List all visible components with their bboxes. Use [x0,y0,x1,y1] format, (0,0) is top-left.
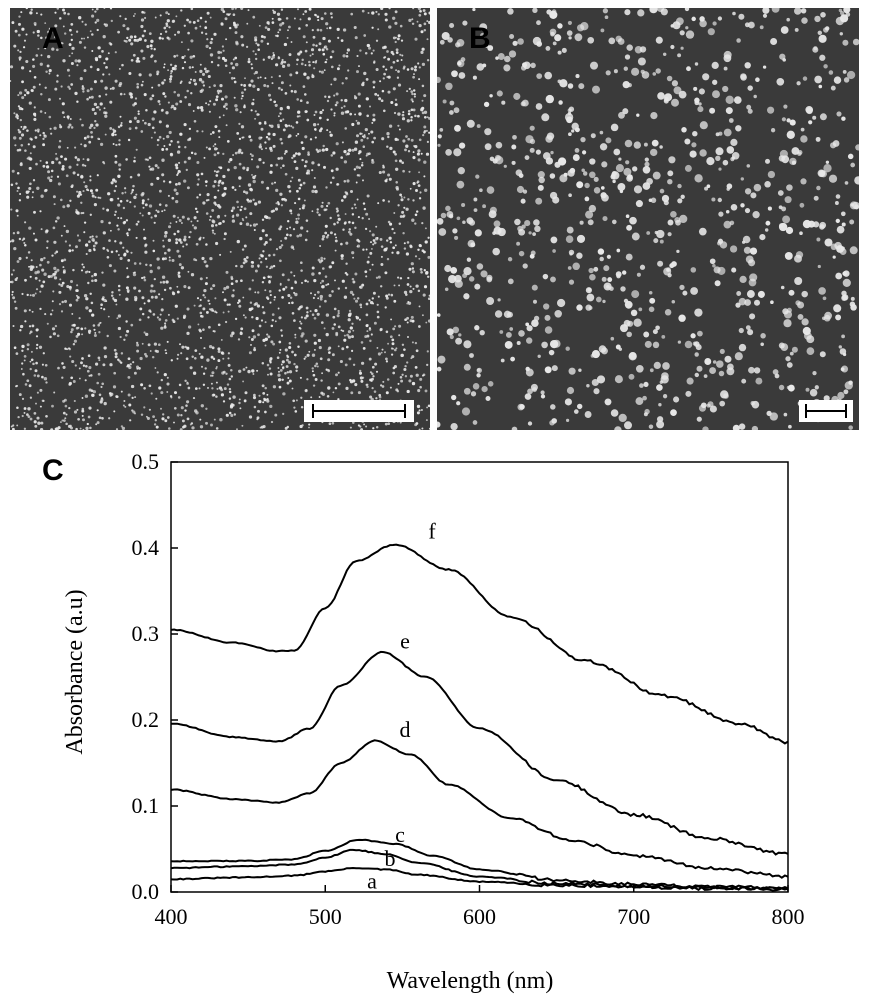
y-tick-label: 0.4 [132,535,160,560]
scale-bar-b [799,400,853,422]
plot-frame [170,461,789,893]
y-tick-label: 0.3 [132,621,160,646]
series-line-c [170,838,789,890]
x-tick-label: 600 [463,904,496,929]
y-tick-label: 0.5 [132,449,160,474]
sem-image-b: B [437,8,859,430]
panel-label-c: C [42,454,64,487]
series-label-e: e [400,629,410,654]
sem-particles-b [437,8,859,430]
panel-label-a: A [42,22,64,55]
x-tick-label: 400 [155,904,188,929]
x-axis-title: Wavelength (nm) [387,968,554,994]
series-line-d [170,739,789,879]
y-axis-title: Absorbance (a.u) [62,589,88,754]
series-line-e [170,650,789,856]
x-tick-label: 500 [309,904,342,929]
series-label-c: c [395,822,405,847]
sem-particles-a [10,8,430,430]
x-tick-label: 800 [772,904,805,929]
series-label-f: f [428,519,436,544]
y-tick-label: 0.0 [132,879,160,904]
series-label-a: a [367,869,377,894]
series-label-b: b [385,846,396,871]
panel-label-b: B [469,22,491,55]
y-tick-label: 0.2 [132,707,160,732]
series-line-f [170,543,789,745]
series-label-d: d [400,717,411,742]
sem-image-a: A [10,8,430,430]
y-tick-label: 0.1 [132,793,160,818]
scale-bar-a [304,400,414,422]
x-tick-label: 700 [617,904,650,929]
absorbance-chart: 400 500 600 700 800 0.0 0.1 0.2 0.3 0.4 0.5 abc d e f… [62,449,805,994]
